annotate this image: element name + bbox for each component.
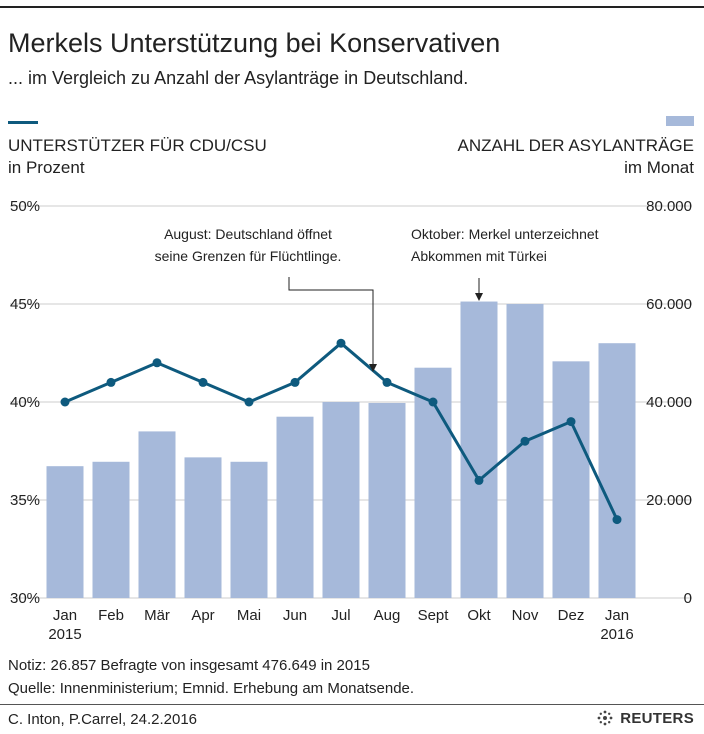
chart-subtitle: ... im Vergleich zu Anzahl der Asylanträ… [8,68,469,88]
category-label: Mai [237,607,261,624]
right-tick-label: 0 [684,590,692,607]
bar [184,457,222,598]
left-tick-label: 40% [10,394,40,411]
annotation-text: Abkommen mit Türkei [411,248,547,264]
category-label: Apr [191,607,214,624]
category-label: Jul [331,607,350,624]
annotation-text: seine Grenzen für Flüchtlinge. [155,248,342,264]
right-tick-label: 60.000 [646,296,692,313]
line-legend-key [8,121,38,124]
year-label: 2016 [600,626,633,643]
bar [276,416,314,598]
category-label: Jan [605,607,629,624]
chart-title: Merkels Unterstützung bei Konservativen [8,28,501,58]
line-point [290,377,300,387]
reuters-dots-icon [597,710,613,726]
line-point [198,377,208,387]
bottom-rule [0,704,704,705]
combo-chart: 30% 0 35% 20.000 40% 40.000 45% 60.000 50% 80.000… [10,198,692,643]
brand-text: REUTERS [620,709,694,727]
bar [598,343,636,598]
line-point [382,377,392,387]
line-point [336,338,346,348]
category-label: Jun [283,607,307,624]
line-point [152,358,162,368]
category-label: Sept [418,607,450,624]
annotation-leader [288,277,374,365]
bar [552,361,590,598]
bar [460,301,498,598]
left-tick-label: 30% [10,590,40,607]
right-axis-title: ANZAHL DER ASYLANTRÄGE [457,136,695,155]
category-label: Jan [53,607,77,624]
category-label: Feb [98,607,124,624]
right-tick-label: 20.000 [646,492,692,509]
category-label: Mär [144,607,170,624]
line-point [474,475,484,485]
note-text: Notiz: 26.857 Befragte von insgesamt 476… [8,657,370,674]
bar [322,402,360,598]
reuters-logo: REUTERS [596,709,694,727]
category-label: Dez [558,607,585,624]
line-point [244,397,254,407]
annotation-arrowhead [475,293,483,301]
top-rule [0,6,704,8]
bar [368,402,406,598]
bar [138,431,176,598]
category-label: Nov [512,607,539,624]
bar [92,461,130,598]
category-label: Okt [467,607,491,624]
annotation-text: Oktober: Merkel unterzeichnet [411,226,599,242]
left-tick-label: 35% [10,492,40,509]
left-tick-label: 50% [10,198,40,215]
right-axis-unit: im Monat [624,158,694,177]
line-point [612,515,622,525]
left-axis-unit: in Prozent [8,158,85,177]
line-point [520,436,530,446]
bar [230,461,268,598]
right-tick-label: 80.000 [646,198,692,215]
line-point [106,377,116,387]
line-point [60,397,70,407]
annotation-text: August: Deutschland öffnet [164,226,332,242]
left-tick-label: 45% [10,296,40,313]
credit-text: C. Inton, P.Carrel, 24.2.2016 [8,711,198,728]
year-label: 2015 [48,626,81,643]
line-point [428,397,438,407]
source-text: Quelle: Innenministerium; Emnid. Erhebun… [8,680,415,697]
line-point [566,417,576,427]
right-tick-label: 40.000 [646,394,692,411]
annotation-arrowhead [369,364,377,372]
bar-legend-key [666,116,694,126]
bar [46,466,84,598]
left-axis-title: UNTERSTÜTZER FÜR CDU/CSU [8,136,267,155]
category-label: Aug [374,607,401,624]
